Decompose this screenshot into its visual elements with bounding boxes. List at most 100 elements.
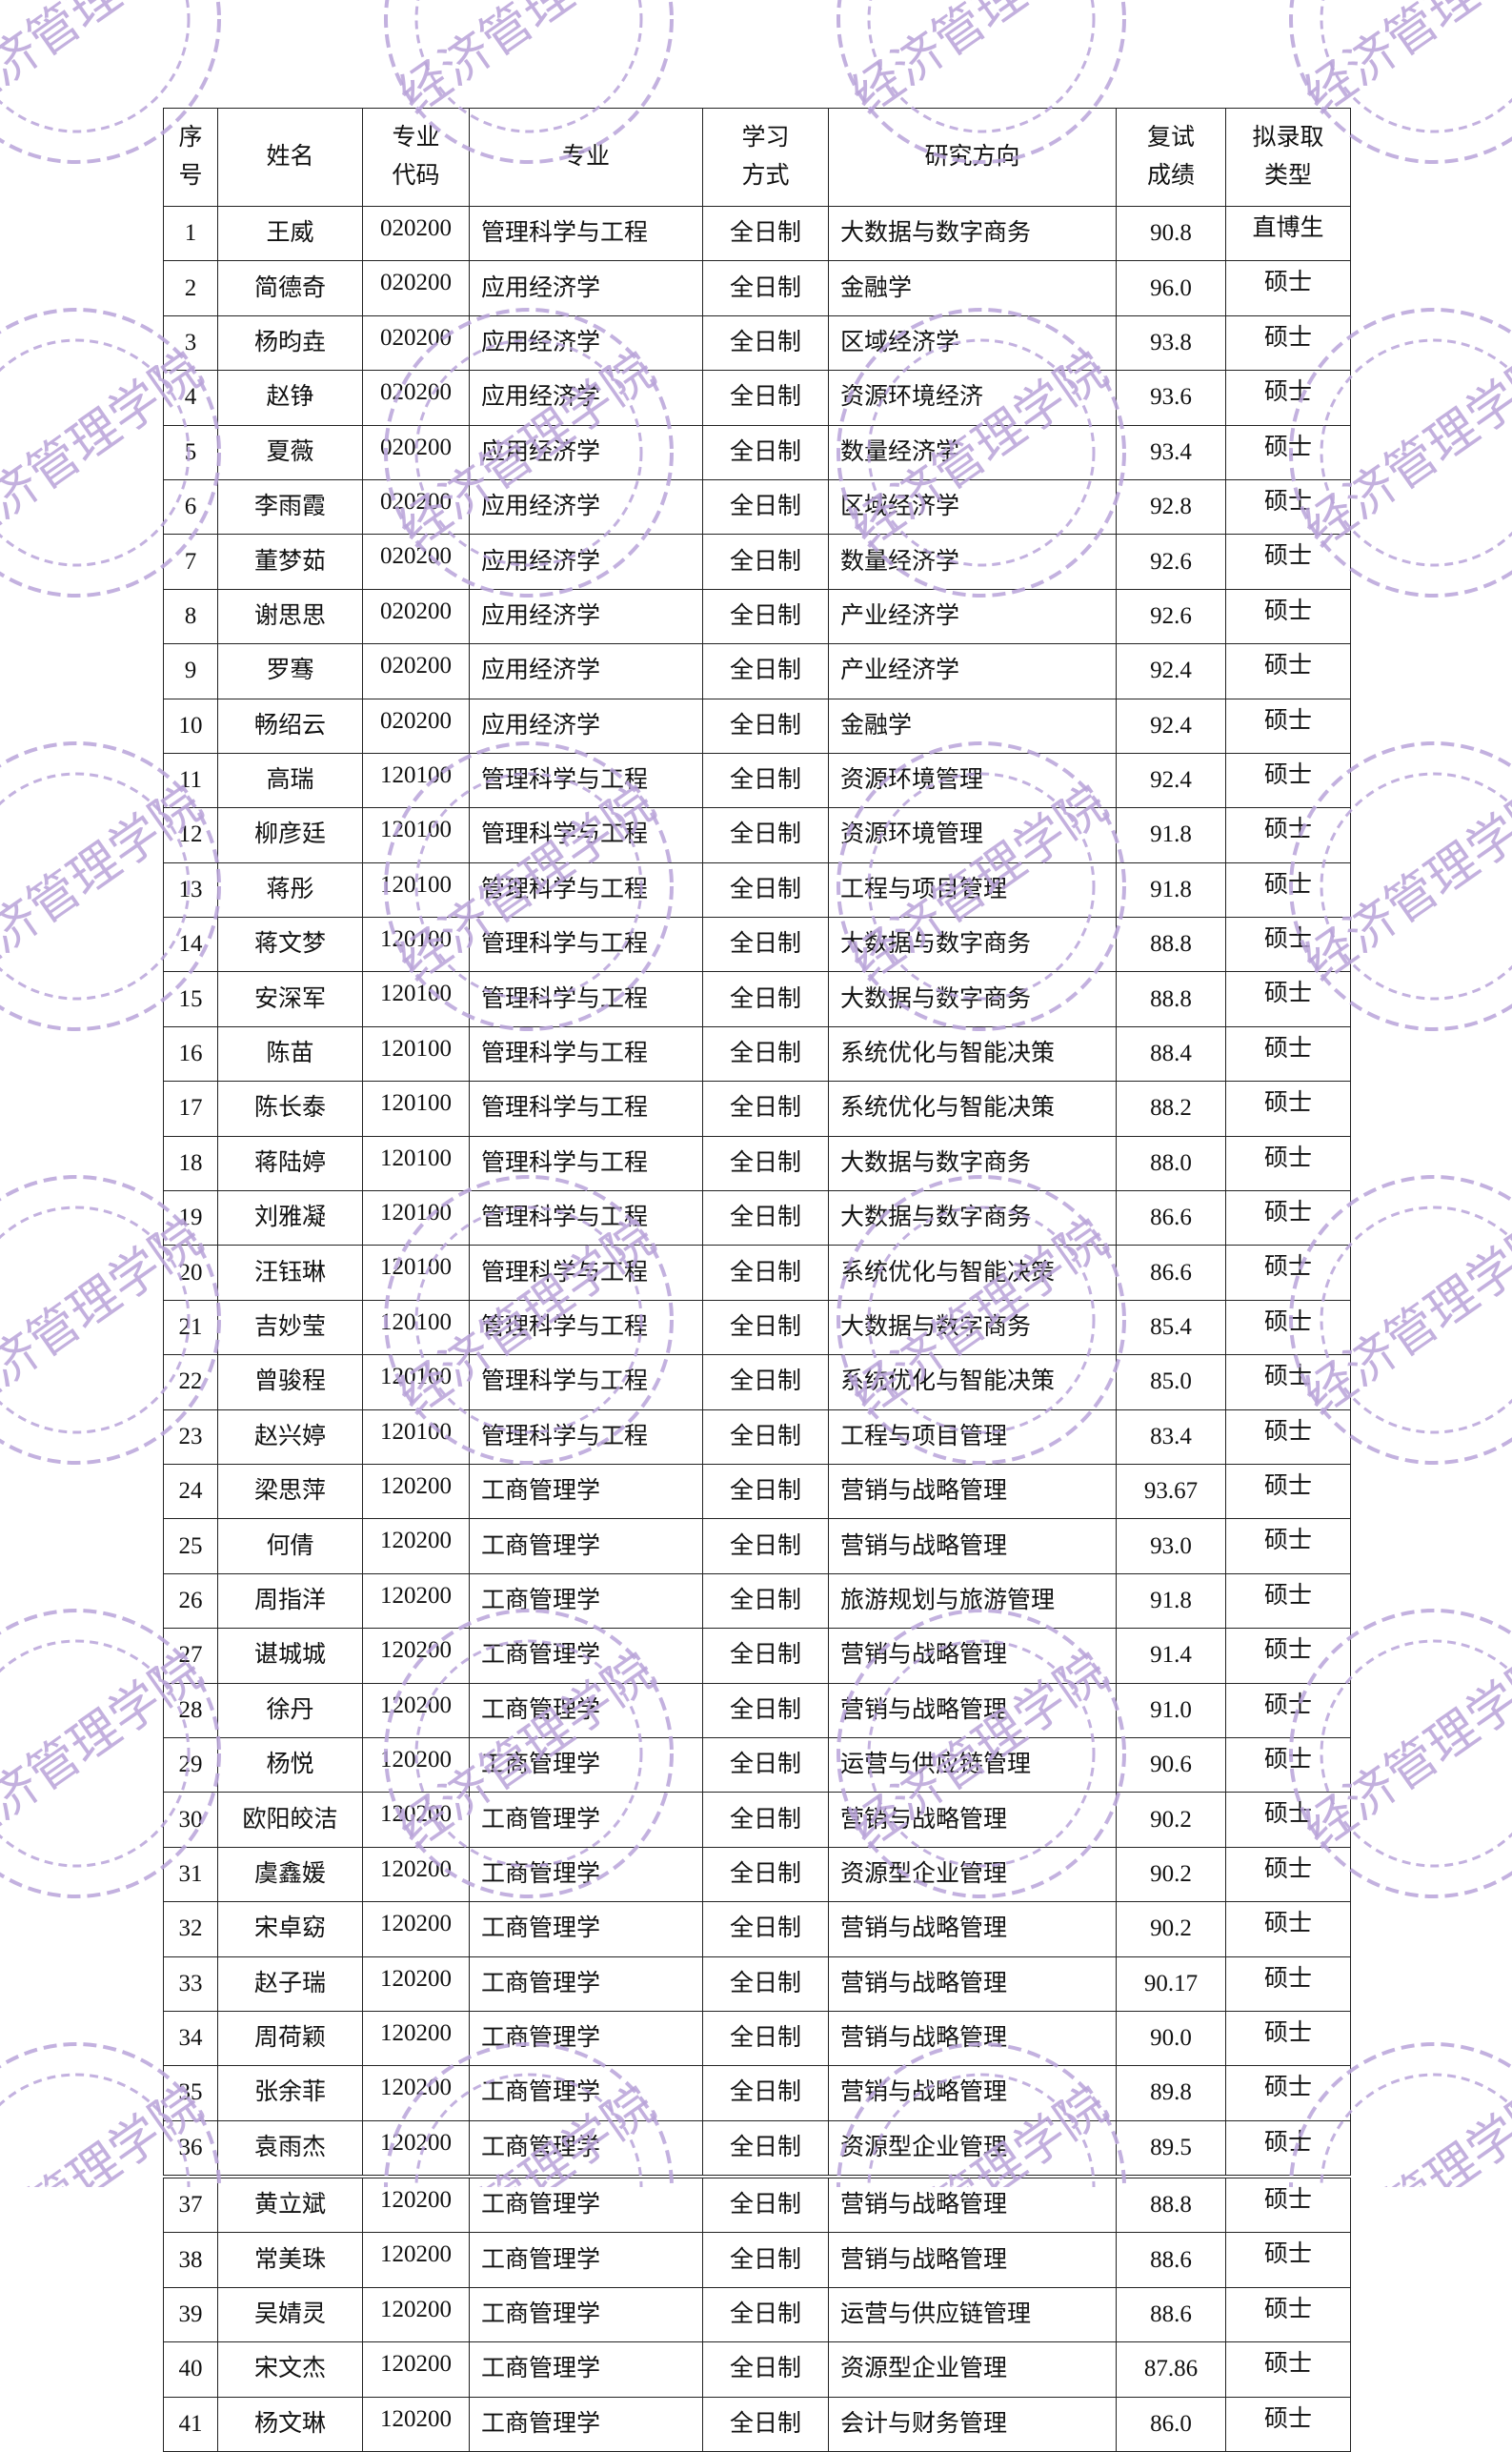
header-type-line2: 类型 bbox=[1263, 163, 1312, 189]
table-row: 30 欧阳皎洁 120200 工商管理学 全日制 营销与战略管理 90.2 硕士 bbox=[163, 1792, 1351, 1848]
cell-name: 张余菲 bbox=[217, 2065, 363, 2121]
cell-direction: 资源环境管理 bbox=[828, 752, 1117, 809]
cell-code: 120200 bbox=[362, 2286, 470, 2343]
watermark-text: 经济管理学院 bbox=[389, 0, 665, 126]
cell-code: 120200 bbox=[362, 1901, 470, 1957]
cell-name: 王威 bbox=[217, 205, 363, 262]
cell-code: 120200 bbox=[362, 2232, 470, 2288]
cell-major: 管理科学与工程 bbox=[469, 807, 703, 863]
cell-major: 管理科学与工程 bbox=[469, 1408, 703, 1465]
cell-score: 87.86 bbox=[1116, 2341, 1226, 2398]
cell-major: 应用经济学 bbox=[469, 698, 703, 754]
cell-score: 96.0 bbox=[1116, 260, 1226, 316]
cell-mode: 全日制 bbox=[702, 2232, 829, 2288]
cell-code: 120200 bbox=[362, 1628, 470, 1684]
cell-name: 罗骞 bbox=[217, 643, 363, 699]
table-row: 33 赵子瑞 120200 工商管理学 全日制 营销与战略管理 90.17 硕士 bbox=[163, 1956, 1351, 2012]
cell-mode: 全日制 bbox=[702, 2341, 829, 2398]
header-type-line1: 拟录取 bbox=[1252, 125, 1324, 151]
cell-type: 硕士 bbox=[1225, 917, 1351, 973]
cell-type: 硕士 bbox=[1225, 2010, 1351, 2067]
cell-type: 硕士 bbox=[1225, 1245, 1351, 1301]
cell-mode: 全日制 bbox=[702, 1736, 829, 1793]
cell-index: 15 bbox=[163, 971, 218, 1027]
cell-direction: 大数据与数字商务 bbox=[828, 1190, 1117, 1246]
cell-type: 硕士 bbox=[1225, 2175, 1351, 2234]
cell-major: 管理科学与工程 bbox=[469, 917, 703, 973]
cell-type: 硕士 bbox=[1225, 1518, 1351, 1574]
cell-name: 梁思萍 bbox=[217, 1463, 363, 1520]
table-row: 35 张余菲 120200 工商管理学 全日制 营销与战略管理 89.8 硕士 bbox=[163, 2065, 1351, 2121]
cell-mode: 全日制 bbox=[702, 1245, 829, 1301]
header-code: 专业 代码 bbox=[362, 108, 470, 207]
cell-name: 杨文琳 bbox=[217, 2396, 363, 2452]
cell-name: 蒋文梦 bbox=[217, 917, 363, 973]
cell-type: 硕士 bbox=[1225, 1901, 1351, 1957]
cell-type: 硕士 bbox=[1225, 260, 1351, 316]
cell-type: 硕士 bbox=[1225, 1299, 1351, 1356]
cell-direction: 产业经济学 bbox=[828, 643, 1117, 699]
cell-direction: 区域经济学 bbox=[828, 314, 1117, 372]
cell-major: 应用经济学 bbox=[469, 534, 703, 590]
table-row: 24 梁思萍 120200 工商管理学 全日制 营销与战略管理 93.67 硕士 bbox=[163, 1463, 1351, 1520]
cell-mode: 全日制 bbox=[702, 1190, 829, 1246]
cell-direction: 营销与战略管理 bbox=[828, 1463, 1117, 1520]
cell-major: 工商管理学 bbox=[469, 1846, 703, 1903]
cell-direction: 金融学 bbox=[828, 698, 1117, 754]
cell-type: 硕士 bbox=[1225, 588, 1351, 645]
cell-major: 管理科学与工程 bbox=[469, 1135, 703, 1192]
cell-mode: 全日制 bbox=[702, 370, 829, 426]
cell-index: 31 bbox=[163, 1846, 218, 1903]
cell-direction: 系统优化与智能决策 bbox=[828, 1354, 1117, 1410]
cell-mode: 全日制 bbox=[702, 2010, 829, 2067]
table-row: 19 刘雅凝 120100 管理科学与工程 全日制 大数据与数字商务 86.6 硕士 bbox=[163, 1190, 1351, 1246]
table-row: 22 曾骏程 120100 管理科学与工程 全日制 系统优化与智能决策 85.0 硕士 bbox=[163, 1354, 1351, 1410]
cell-name: 董梦茹 bbox=[217, 534, 363, 590]
cell-score: 86.6 bbox=[1116, 1245, 1226, 1301]
cell-mode: 全日制 bbox=[702, 698, 829, 754]
header-code-line1: 专业 bbox=[392, 125, 440, 151]
cell-direction: 营销与战略管理 bbox=[828, 2175, 1117, 2234]
cell-mode: 全日制 bbox=[702, 314, 829, 372]
cell-name: 汪钰琳 bbox=[217, 1245, 363, 1301]
header-name: 姓名 bbox=[217, 108, 363, 207]
cell-index: 35 bbox=[163, 2065, 218, 2121]
cell-type: 硕士 bbox=[1225, 1190, 1351, 1246]
cell-score: 93.0 bbox=[1116, 1518, 1226, 1574]
cell-score: 90.17 bbox=[1116, 1956, 1226, 2012]
cell-score: 91.8 bbox=[1116, 861, 1226, 919]
cell-mode: 全日制 bbox=[702, 2065, 829, 2121]
cell-direction: 旅游规划与旅游管理 bbox=[828, 1572, 1117, 1630]
cell-name: 蒋彤 bbox=[217, 861, 363, 919]
table-row: 23 赵兴婷 120100 管理科学与工程 全日制 工程与项目管理 83.4 硕士 bbox=[163, 1408, 1351, 1465]
cell-score: 91.0 bbox=[1116, 1682, 1226, 1738]
cell-score: 86.0 bbox=[1116, 2396, 1226, 2452]
watermark-text: 经济管理学院 bbox=[0, 0, 212, 126]
cell-major: 应用经济学 bbox=[469, 588, 703, 645]
cell-score: 83.4 bbox=[1116, 1408, 1226, 1465]
cell-type: 硕士 bbox=[1225, 2341, 1351, 2398]
cell-code: 120100 bbox=[362, 917, 470, 973]
cell-index: 16 bbox=[163, 1025, 218, 1083]
cell-score: 88.4 bbox=[1116, 1025, 1226, 1083]
cell-score: 88.8 bbox=[1116, 971, 1226, 1027]
table-row: 17 陈长泰 120100 管理科学与工程 全日制 系统优化与智能决策 88.2 硕士 bbox=[163, 1081, 1351, 1137]
cell-major: 工商管理学 bbox=[469, 2232, 703, 2288]
cell-index: 4 bbox=[163, 370, 218, 426]
cell-type: 硕士 bbox=[1225, 2119, 1351, 2178]
table-row: 3 杨昀垚 020200 应用经济学 全日制 区域经济学 93.8 硕士 bbox=[163, 314, 1351, 372]
header-mode: 学习 方式 bbox=[702, 108, 829, 207]
cell-type: 硕士 bbox=[1225, 1792, 1351, 1848]
cell-mode: 全日制 bbox=[702, 205, 829, 262]
cell-type: 硕士 bbox=[1225, 1408, 1351, 1465]
cell-index: 29 bbox=[163, 1736, 218, 1793]
cell-index: 13 bbox=[163, 861, 218, 919]
cell-name: 简德奇 bbox=[217, 260, 363, 316]
cell-index: 18 bbox=[163, 1135, 218, 1192]
cell-code: 120100 bbox=[362, 1245, 470, 1301]
cell-mode: 全日制 bbox=[702, 1299, 829, 1356]
cell-major: 管理科学与工程 bbox=[469, 861, 703, 919]
cell-mode: 全日制 bbox=[702, 424, 829, 480]
cell-type: 硕士 bbox=[1225, 1628, 1351, 1684]
cell-direction: 资源环境经济 bbox=[828, 370, 1117, 426]
